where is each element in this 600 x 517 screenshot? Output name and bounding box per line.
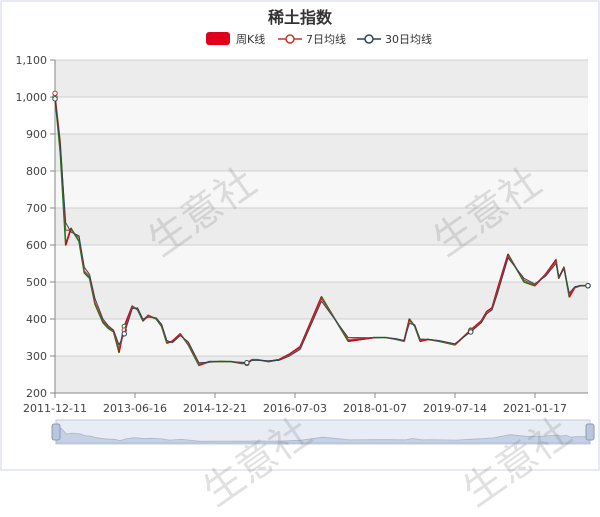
legend[interactable]: 周K线 7日均线 30日均线	[206, 32, 432, 46]
x-tick-label: 2011-12-11	[23, 402, 87, 415]
series-layer	[52, 90, 591, 367]
legend-marker-ma7	[285, 34, 295, 44]
x-tick-label: 2019-07-14	[423, 402, 487, 415]
series-marker	[468, 329, 474, 335]
series-marker	[585, 283, 591, 289]
legend-swatch-k	[206, 32, 230, 45]
zoom-handle-left[interactable]	[51, 423, 61, 441]
candle-up-segment	[289, 346, 301, 355]
y-axis: 200 300 400 500 600 700 800 900 1,000 1,100	[16, 54, 56, 400]
x-tick-label: 2021-01-17	[503, 402, 567, 415]
y-tick-label: 200	[26, 387, 47, 400]
x-tick-label: 2014-12-21	[183, 402, 247, 415]
y-tick-label: 300	[26, 350, 47, 363]
grid-band	[55, 171, 588, 208]
y-tick-label: 600	[26, 239, 47, 252]
y-tick-label: 500	[26, 276, 47, 289]
y-tick-label: 900	[26, 128, 47, 141]
grid-bands	[55, 60, 588, 393]
legend-marker-ma30	[364, 34, 374, 44]
legend-item-ma7[interactable]: 7日均线	[278, 32, 346, 46]
grid-band	[55, 319, 588, 356]
legend-item-k[interactable]: 周K线	[206, 32, 265, 46]
legend-label-ma7: 7日均线	[306, 32, 346, 46]
x-tick-label: 2013-06-16	[103, 402, 167, 415]
grid-band	[55, 208, 588, 245]
series-marker	[52, 90, 58, 97]
legend-item-ma30[interactable]: 30日均线	[357, 32, 432, 46]
zoom-handle-right[interactable]	[585, 423, 595, 441]
x-axis: 2011-12-11 2013-06-16 2014-12-21 2016-07-03…	[23, 392, 588, 415]
legend-label-ma30: 30日均线	[385, 32, 432, 46]
grid-band	[55, 97, 588, 134]
zoom-slider[interactable]	[51, 419, 595, 445]
zoom-slider-preview	[55, 424, 591, 444]
chart-svg: 稀土指数 周K线 7日均线 30日均线 200 300 400 500 600 700 80…	[0, 0, 600, 471]
candle-up-segment	[496, 254, 509, 290]
series-marker	[121, 331, 127, 337]
grid-band	[55, 60, 588, 97]
grid-band	[55, 134, 588, 171]
legend-label-k: 周K线	[236, 32, 265, 46]
y-tick-label: 700	[26, 202, 47, 215]
series-line-2	[54, 98, 588, 364]
chart-title: 稀土指数	[268, 8, 333, 27]
y-tick-label: 1,100	[16, 54, 48, 67]
x-tick-label: 2018-01-07	[343, 402, 407, 415]
x-tick-label: 2016-07-03	[263, 402, 327, 415]
series-marker	[52, 96, 58, 102]
y-tick-label: 800	[26, 165, 47, 178]
series-marker	[244, 359, 250, 366]
candle-up-segment	[486, 307, 493, 313]
y-tick-label: 400	[26, 313, 47, 326]
grid-band	[55, 356, 588, 393]
y-tick-label: 1,000	[16, 91, 48, 104]
grid-band	[55, 245, 588, 282]
grid-band	[55, 282, 588, 319]
